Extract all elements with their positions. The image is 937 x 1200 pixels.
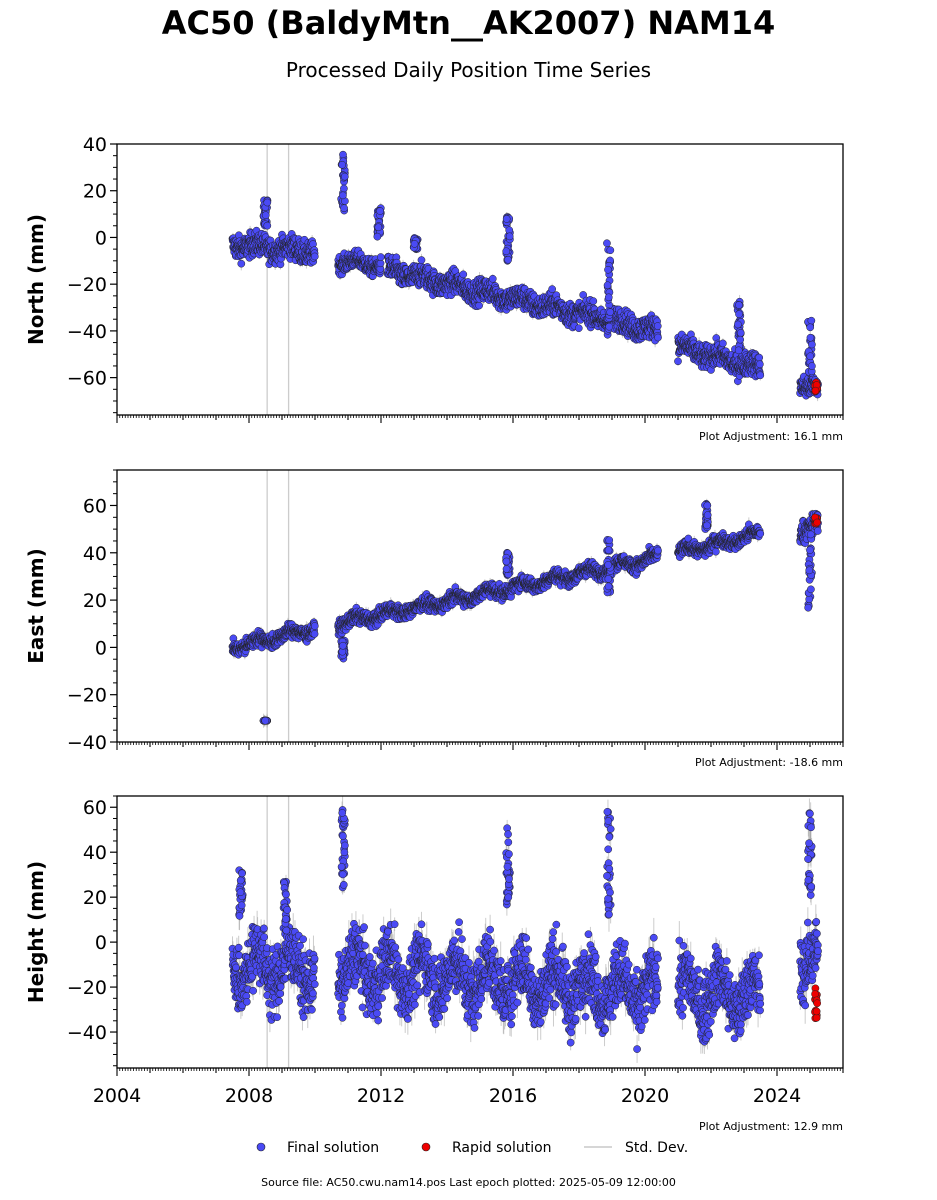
chart-subtitle: Processed Daily Position Time Series [0,58,937,82]
data-point [605,322,614,331]
data-point [806,333,815,342]
plot-adjustment-label: Plot Adjustment: 16.1 mm [699,430,843,443]
data-point [807,316,816,325]
data-point [310,252,319,261]
data-point [488,274,497,283]
data-point [261,211,270,220]
data-point [719,339,727,348]
data-point [574,324,583,333]
data-point [340,172,349,181]
y-axis-title: North (mm) [24,214,48,345]
data-point [263,198,272,207]
final-solution-points [228,150,822,400]
data-point [502,215,511,223]
y-tick-label: 40 [83,134,107,156]
data-point [606,246,615,255]
y-tick-label: −60 [67,368,107,390]
data-point [806,323,815,332]
y-tick-label: 0 [95,227,107,249]
data-point [654,333,662,342]
data-point [475,301,483,310]
data-point [735,310,743,319]
data-point [373,232,382,241]
data-point [808,362,816,370]
data-point [734,320,742,329]
data-point [237,259,246,268]
data-point [589,297,598,305]
data-point [606,308,615,316]
y-tick-label: −20 [67,274,107,296]
data-point [736,329,745,337]
data-point [806,352,815,361]
y-tick-label: 20 [83,181,107,203]
data-point [459,270,468,279]
data-point [548,285,557,293]
data-point [735,301,743,309]
data-point [339,150,347,159]
data-point [603,281,612,290]
std-dev-bars [232,498,819,728]
data-point [603,239,611,248]
rapid-point [811,386,820,395]
data-point [376,253,385,261]
data-point [263,221,272,230]
data-point [755,360,764,369]
data-point [504,255,512,264]
data-point [417,256,426,264]
data-point [339,191,347,200]
rapid-solution-points [811,378,822,396]
panel-north: −60 −40 −20 0 20 40 North (mm) Plot Adjustment:… [24,134,844,443]
data-point [756,371,765,380]
chart-title: AC50 (BaldyMtn__AK2007) NAM14 [0,4,937,42]
y-tick-label: −40 [67,321,107,343]
data-point [338,160,347,169]
data-point [653,322,662,330]
data-point [736,335,745,344]
data-point [734,346,743,355]
data-point [755,353,764,362]
data-point [376,207,384,215]
data-point [808,340,816,349]
data-point [340,204,348,213]
data-point [410,240,419,248]
data-point [340,184,348,193]
data-point [674,357,682,366]
data-point [604,293,613,302]
data-point [604,265,612,274]
data-point [502,247,511,256]
data-point [505,232,514,241]
data-point [374,223,383,232]
